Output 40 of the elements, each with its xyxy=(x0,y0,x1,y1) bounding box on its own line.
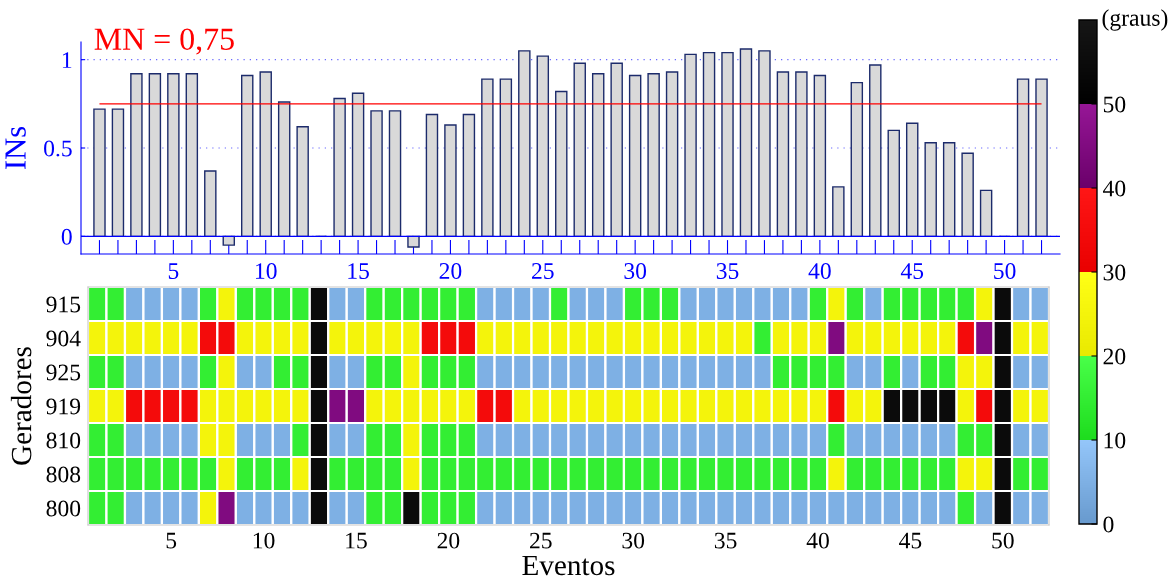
y-tick-label: 810 xyxy=(46,432,81,449)
x-tick-label: 40 xyxy=(808,263,831,279)
x-tick-label: 50 xyxy=(992,532,1014,549)
x-tick-label: 25 xyxy=(530,532,552,549)
color-bar-title: (graus) xyxy=(1102,9,1168,31)
x-tick-label: 5 xyxy=(168,263,179,279)
color-bar-label: 20 xyxy=(1103,348,1126,365)
y-axis-title: INs xyxy=(5,127,26,169)
x-axis-title: Eventos xyxy=(522,555,615,576)
x-tick-label: 15 xyxy=(348,263,369,279)
x-tick-label: 20 xyxy=(439,263,462,279)
y-tick-label: 915 xyxy=(46,296,81,313)
y-tick-label: 0 xyxy=(61,228,72,245)
x-tick-label: 25 xyxy=(532,263,554,279)
y-tick-label: 1 xyxy=(62,52,72,68)
x-tick-label: 45 xyxy=(900,263,924,279)
y-tick-label: 808 xyxy=(46,466,81,483)
y-tick-label: 0.5 xyxy=(44,140,72,157)
x-tick-label: 20 xyxy=(437,532,460,549)
y-tick-label: 919 xyxy=(46,398,81,415)
y-axis-title: Geradores xyxy=(10,347,32,465)
y-tick-label: 925 xyxy=(46,364,81,381)
x-tick-label: 30 xyxy=(622,532,645,549)
x-tick-label: 5 xyxy=(166,532,177,549)
x-tick-label: 10 xyxy=(253,532,275,549)
color-bar-label: 10 xyxy=(1104,432,1126,449)
x-tick-label: 50 xyxy=(994,263,1016,279)
x-tick-label: 45 xyxy=(899,532,922,549)
y-tick-label: 904 xyxy=(46,330,81,347)
x-tick-label: 35 xyxy=(716,263,739,279)
color-bar-label: 0 xyxy=(1103,516,1114,533)
ref-line-label: MN = 0,75 xyxy=(94,28,234,55)
color-bar-label: 40 xyxy=(1103,180,1126,197)
x-tick-label: 30 xyxy=(624,263,647,279)
color-bar-label: 50 xyxy=(1103,96,1126,113)
x-tick-label: 35 xyxy=(714,532,737,549)
y-tick-label: 800 xyxy=(46,500,81,517)
x-tick-label: 40 xyxy=(806,532,829,549)
x-tick-label: 15 xyxy=(346,532,367,549)
x-tick-label: 10 xyxy=(255,263,277,279)
